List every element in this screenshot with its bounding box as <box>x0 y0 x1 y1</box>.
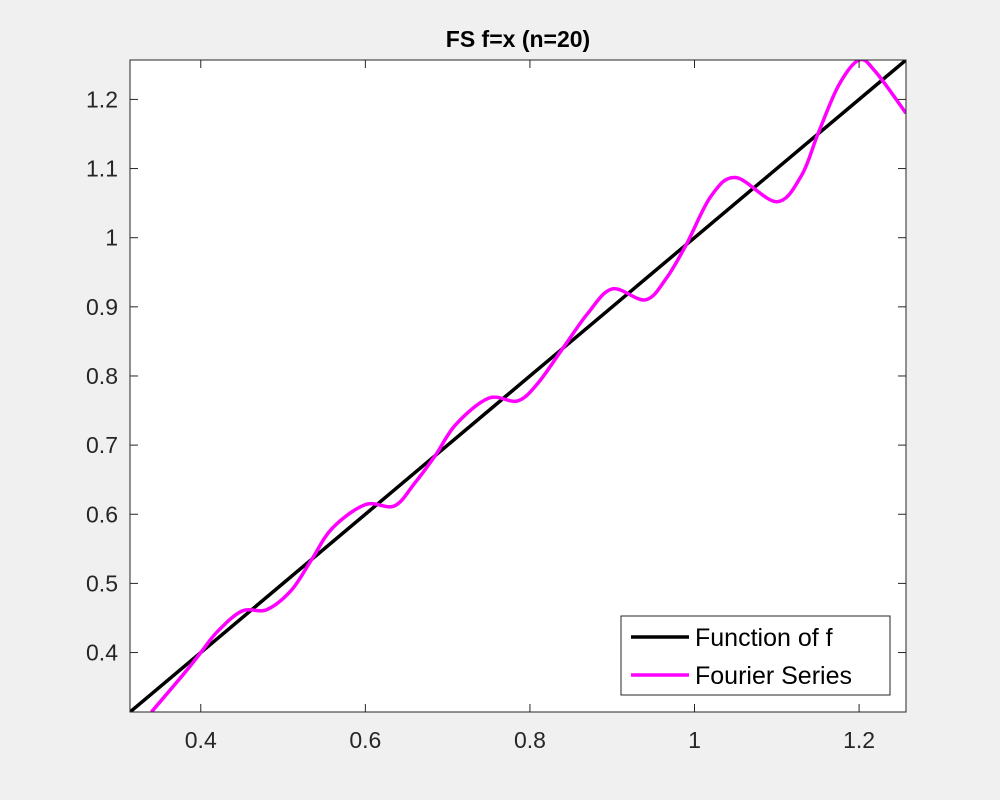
y-tick-label: 0.7 <box>86 432 118 458</box>
chart-title: FS f=x (n=20) <box>446 26 590 52</box>
y-tick-label: 0.5 <box>86 570 118 596</box>
legend: Function of f Fourier Series <box>620 615 891 696</box>
y-tick-label: 0.6 <box>86 501 118 527</box>
legend-label-function-of-f: Function of f <box>695 624 833 652</box>
x-tick-label: 1 <box>688 727 701 753</box>
y-tick-label: 1.1 <box>86 156 118 182</box>
y-tick-label: 0.9 <box>86 294 118 320</box>
y-tick-label: 1.2 <box>86 86 118 112</box>
series-line-fourier-series <box>150 60 906 712</box>
legend-box <box>620 615 891 696</box>
x-tick-label: 0.6 <box>349 727 381 753</box>
plot-area <box>130 60 906 712</box>
y-tick-label: 1 <box>105 225 118 251</box>
x-tick-label: 1.2 <box>843 727 875 753</box>
legend-label-fourier-series: Fourier Series <box>695 662 852 690</box>
x-tick-label: 0.8 <box>514 727 546 753</box>
y-tick-label: 0.8 <box>86 363 118 389</box>
series-line-function-of-f <box>130 60 906 712</box>
y-tick-label: 0.4 <box>86 640 118 666</box>
axes-box <box>129 59 907 713</box>
y-axis-ticks: 0.4 0.5 0.6 0.7 0.8 0.9 1 1.1 1.2 <box>86 86 906 666</box>
x-tick-label: 0.4 <box>185 727 217 753</box>
x-axis-ticks: 0.4 0.6 0.8 1 1.2 <box>185 60 875 753</box>
